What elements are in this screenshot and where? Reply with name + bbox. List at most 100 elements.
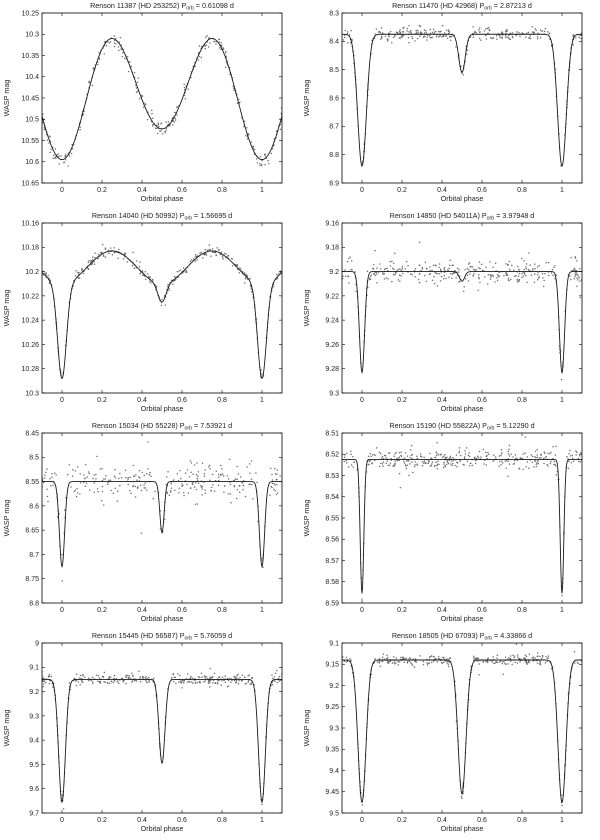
data-point: [226, 255, 229, 258]
data-point: [387, 38, 389, 41]
data-point: [237, 673, 239, 676]
data-point: [575, 273, 578, 275]
data-point: [221, 676, 224, 678]
data-point: [431, 661, 433, 664]
data-point: [86, 476, 89, 478]
data-point: [410, 444, 413, 447]
data-point: [218, 676, 221, 678]
data-point: [509, 658, 512, 660]
data-point: [399, 268, 401, 270]
data-point: [345, 661, 348, 663]
data-point: [170, 487, 173, 489]
data-point: [209, 42, 211, 44]
data-point: [181, 485, 183, 488]
y-tick-label: 9.25: [325, 704, 339, 711]
data-point: [518, 272, 521, 275]
data-point: [114, 468, 116, 471]
data-point: [104, 247, 107, 249]
data-point: [511, 32, 514, 34]
data-point: [408, 660, 411, 662]
data-point: [462, 463, 464, 466]
data-point: [237, 98, 240, 100]
data-point: [578, 455, 581, 457]
data-point: [436, 452, 438, 455]
data-point: [531, 461, 534, 464]
data-point: [276, 681, 279, 684]
data-point: [186, 271, 188, 274]
data-point: [386, 656, 389, 659]
x-axis-label: Orbital phase: [441, 824, 484, 833]
data-point: [432, 264, 435, 267]
data-point: [424, 35, 426, 38]
data-point: [274, 473, 277, 475]
data-point: [539, 29, 542, 31]
data-point: [126, 55, 129, 58]
data-point: [81, 267, 83, 270]
data-point: [151, 112, 153, 115]
data-point: [423, 460, 425, 463]
y-tick-label: 9.3: [329, 725, 339, 732]
data-point: [204, 45, 206, 47]
data-point: [221, 468, 223, 470]
data-point: [385, 657, 388, 660]
data-point: [204, 677, 207, 679]
data-point: [146, 681, 148, 683]
y-tick-label: 9.15: [325, 662, 339, 669]
data-point: [382, 272, 384, 274]
data-point: [207, 46, 210, 48]
plot-frame: [341, 642, 583, 814]
y-tick-label: 8.9: [329, 180, 339, 187]
data-point: [110, 489, 112, 492]
data-point: [214, 251, 217, 254]
data-point: [561, 794, 563, 796]
x-tick-label: 0.2: [397, 397, 407, 404]
data-point: [525, 662, 528, 664]
panel-title-sub: orb: [487, 216, 495, 222]
data-point: [375, 271, 378, 274]
y-tick-label: 10.24: [21, 318, 39, 325]
data-point: [477, 289, 479, 291]
data-point: [444, 269, 446, 272]
data-point: [434, 271, 436, 274]
data-point: [454, 464, 456, 467]
data-point: [475, 31, 477, 34]
data-point: [535, 456, 537, 459]
data-point: [542, 277, 544, 279]
data-point: [107, 252, 110, 254]
data-point: [121, 55, 123, 58]
data-point: [211, 676, 213, 678]
y-tick-label: 9.22: [325, 293, 339, 300]
data-point: [572, 44, 574, 46]
data-point: [409, 463, 411, 465]
data-point: [407, 36, 410, 39]
x-tick-label: 0.6: [477, 607, 487, 614]
data-point: [78, 677, 81, 679]
data-point: [209, 686, 211, 688]
data-point: [349, 658, 351, 660]
data-point: [508, 38, 511, 40]
data-point: [384, 35, 387, 38]
y-tick-label: 8.65: [25, 528, 39, 535]
y-axis-label: WASP mag: [2, 710, 11, 747]
data-point: [389, 30, 392, 33]
data-point: [544, 27, 547, 30]
data-point: [433, 275, 435, 278]
data-point: [346, 660, 349, 663]
panel-title-main: Renson 11387 (HD 253252) P: [90, 1, 186, 10]
data-point: [361, 804, 364, 806]
data-point: [88, 489, 91, 491]
data-point: [346, 32, 349, 35]
data-point: [389, 265, 392, 267]
data-point: [547, 31, 549, 33]
data-point: [220, 473, 222, 475]
y-tick-label: 8.6: [29, 503, 39, 510]
data-point: [74, 470, 77, 472]
data-point: [579, 34, 581, 37]
data-point: [518, 31, 520, 34]
data-point: [198, 681, 201, 683]
data-point: [400, 454, 402, 457]
data-point: [379, 263, 381, 265]
data-point: [201, 488, 203, 490]
data-point: [419, 25, 422, 28]
data-point: [378, 657, 381, 660]
